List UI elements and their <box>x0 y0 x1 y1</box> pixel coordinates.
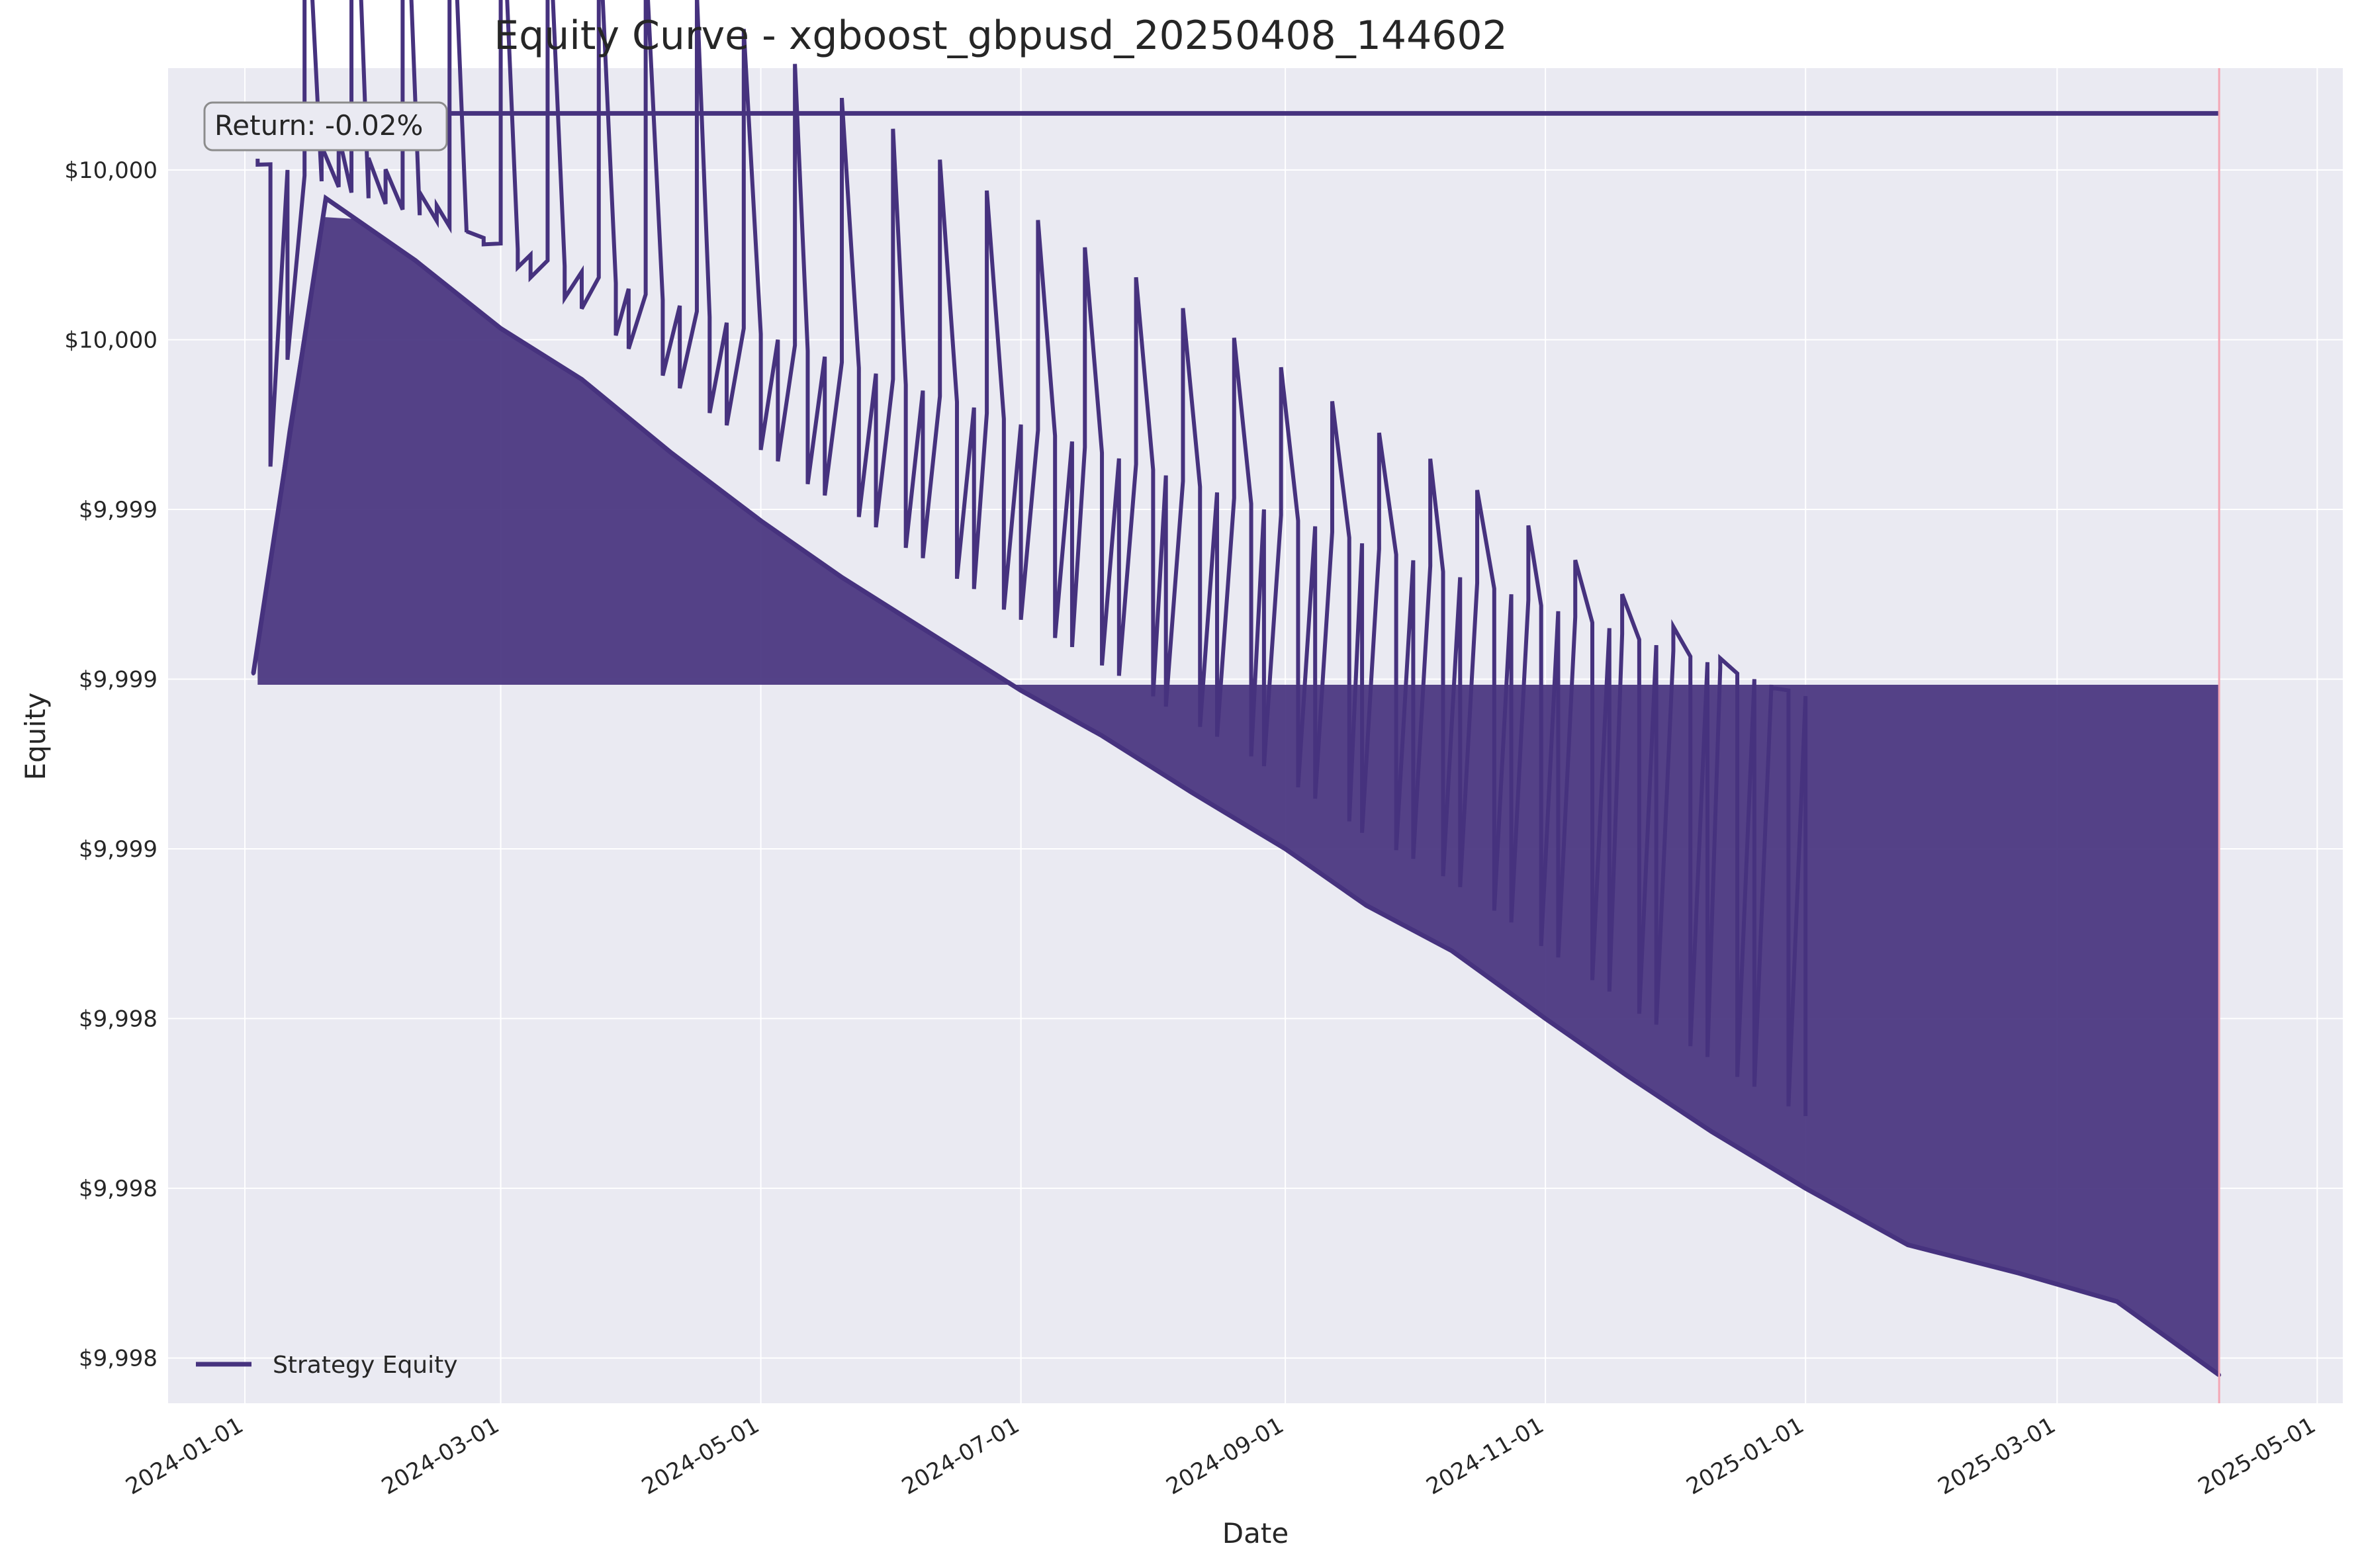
data-point <box>1283 847 1288 851</box>
chart-title: Equity Curve - xgboost_gbpusd_20250408_1… <box>494 13 1508 59</box>
data-point <box>1364 903 1369 908</box>
data-point <box>669 451 674 455</box>
equity-envelope <box>257 216 2220 1375</box>
series-layer <box>251 110 2222 1377</box>
data-point <box>2017 1271 2021 1276</box>
y-axis-ticks: $9,998 $9,998 $9,998 $9,999 $9,999 $9,999 $10,… <box>64 157 158 1372</box>
data-point <box>758 519 763 523</box>
data-point <box>1803 1186 1808 1191</box>
return-annotation-text: Return: -0.02% <box>214 109 423 142</box>
data-point <box>2114 1299 2119 1304</box>
data-point <box>1189 790 1194 795</box>
data-point <box>1449 948 1454 953</box>
data-point <box>498 326 503 331</box>
data-point <box>251 671 255 675</box>
data-point <box>1624 1073 1629 1078</box>
y-tick-label: $9,998 <box>79 1176 158 1202</box>
legend-label: Strategy Equity <box>273 1352 458 1379</box>
data-point <box>1709 1129 1714 1134</box>
y-tick-label: $9,999 <box>79 497 158 523</box>
y-tick-label: $9,998 <box>79 1346 158 1372</box>
y-tick-label: $9,999 <box>79 666 158 693</box>
data-point <box>1019 688 1023 693</box>
y-tick-label: $9,999 <box>79 836 158 863</box>
data-point <box>1543 1016 1548 1021</box>
legend: Strategy Equity <box>196 1352 458 1379</box>
equity-band <box>255 0 2220 1375</box>
x-axis-label: Date <box>1222 1517 1289 1549</box>
data-point <box>1100 734 1105 738</box>
data-point <box>929 632 934 636</box>
y-tick-label: $10,000 <box>64 327 158 353</box>
return-annotation: Return: -0.02% <box>203 101 448 152</box>
y-axis-label: Equity <box>19 693 52 781</box>
y-tick-label: $9,998 <box>79 1006 158 1033</box>
data-point <box>324 196 328 200</box>
data-point <box>1905 1242 1910 1247</box>
data-point <box>413 258 418 263</box>
data-point <box>579 377 584 382</box>
data-point <box>840 575 844 580</box>
y-tick-label: $10,000 <box>64 157 158 184</box>
